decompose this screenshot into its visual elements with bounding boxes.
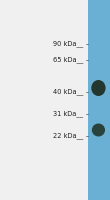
Text: 31 kDa__: 31 kDa__ bbox=[53, 111, 84, 117]
Text: 22 kDa__: 22 kDa__ bbox=[53, 133, 84, 139]
Ellipse shape bbox=[91, 80, 106, 96]
Ellipse shape bbox=[92, 123, 105, 136]
Text: 40 kDa__: 40 kDa__ bbox=[53, 89, 84, 95]
Text: 65 kDa__: 65 kDa__ bbox=[53, 57, 84, 63]
Bar bbox=[88, 0, 110, 200]
Text: 90 kDa__: 90 kDa__ bbox=[53, 41, 84, 47]
